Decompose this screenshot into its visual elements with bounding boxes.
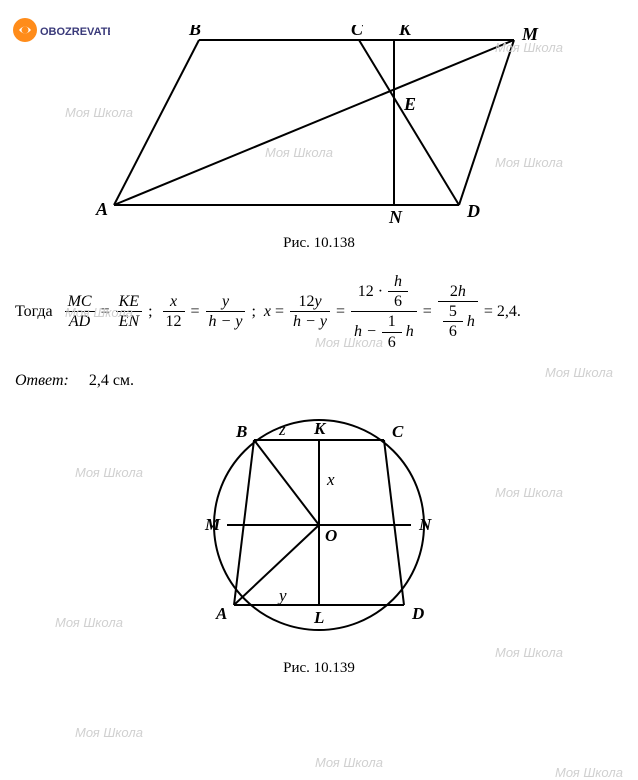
svg-text:z: z [278, 420, 286, 439]
svg-text:O: O [325, 526, 337, 545]
svg-text:C: C [392, 422, 404, 441]
answer-label: Ответ: [15, 372, 69, 389]
svg-text:B: B [188, 25, 201, 39]
svg-text:N: N [418, 515, 432, 534]
svg-text:D: D [411, 604, 424, 623]
equation-line: Тогда MC AD = KE EN ; x 12 = y h − y ; x… [15, 272, 623, 352]
answer-line: Ответ: 2,4 см. [15, 372, 623, 390]
svg-text:A: A [215, 604, 227, 623]
svg-text:y: y [277, 586, 287, 605]
frac-x-12: x 12 [163, 292, 185, 331]
figure-1: A B C K M E N D Рис. 10.138 [15, 25, 623, 252]
figure-2: B C K M N O A D Lz x y Рис. 10.139 [15, 405, 623, 677]
equation-lead: Тогда [15, 303, 53, 321]
equation-result: = 2,4 [484, 303, 517, 321]
svg-text:M: M [204, 515, 221, 534]
logo-text: OBOZREVATEL [40, 26, 110, 38]
svg-text:M: M [521, 25, 539, 44]
watermark-text: Моя Школа [315, 755, 383, 770]
watermark-text: Моя Школа [555, 765, 623, 780]
svg-text:N: N [388, 207, 403, 225]
figure-2-caption: Рис. 10.139 [15, 660, 623, 677]
frac-12h6: 12 · h 6 h − 1 6 h [351, 272, 417, 352]
svg-text:x: x [326, 470, 335, 489]
svg-text:E: E [403, 94, 416, 114]
site-logo: OBOZREVATEL [10, 15, 110, 50]
svg-text:B: B [235, 422, 247, 441]
frac-ke-en: KE EN [116, 292, 142, 331]
frac-mc-ad: MC AD [65, 292, 95, 331]
svg-text:C: C [351, 25, 364, 39]
frac-y-hy: y h − y [206, 292, 246, 331]
svg-text:D: D [466, 201, 480, 221]
frac-12y-hy: 12y h − y [290, 292, 330, 331]
svg-text:K: K [398, 25, 413, 39]
svg-text:L: L [313, 608, 324, 627]
svg-text:A: A [95, 199, 108, 219]
watermark-text: Моя Школа [75, 725, 143, 740]
figure-1-caption: Рис. 10.138 [15, 235, 623, 252]
frac-2h-56h: 2h 5 6 h [438, 282, 478, 342]
svg-text:K: K [313, 419, 327, 438]
answer-value: 2,4 см. [89, 372, 134, 389]
